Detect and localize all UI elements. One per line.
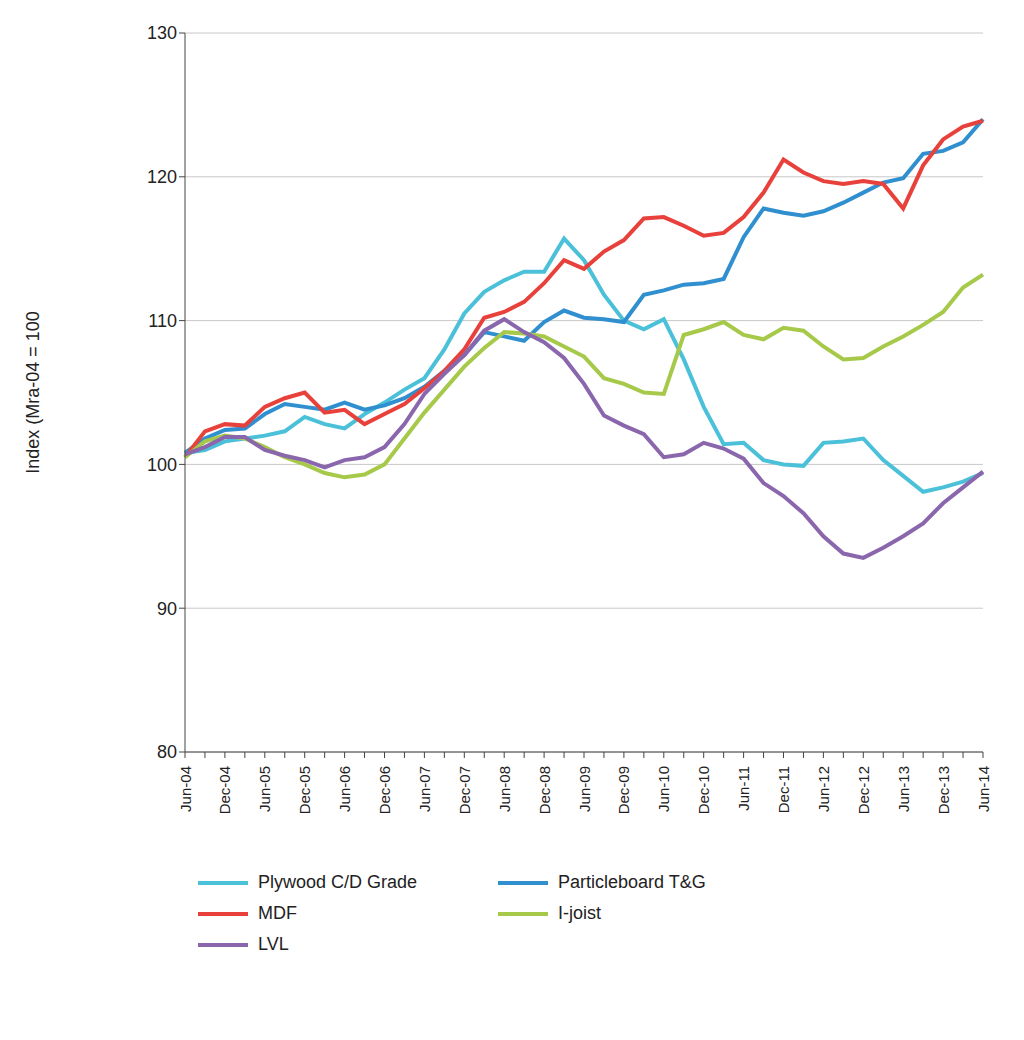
svg-text:Jun-06: Jun-06 [336, 766, 353, 812]
svg-text:130: 130 [147, 23, 177, 43]
svg-text:Index (Mra-04 = 100: Index (Mra-04 = 100 [23, 311, 43, 474]
svg-text:Jun-13: Jun-13 [895, 766, 912, 812]
svg-text:Jun-12: Jun-12 [815, 766, 832, 812]
svg-text:Jun-05: Jun-05 [256, 766, 273, 812]
svg-text:Jun-09: Jun-09 [576, 766, 593, 812]
svg-text:Dec-06: Dec-06 [376, 766, 393, 814]
html-text:LVL: LVL [258, 934, 289, 954]
svg-text:Jun-07: Jun-07 [416, 766, 433, 812]
svg-text:80: 80 [157, 742, 177, 762]
svg-text:Jun-10: Jun-10 [655, 766, 672, 812]
html-text:I-joist: I-joist [558, 903, 601, 923]
svg-text:Jun-04: Jun-04 [177, 766, 194, 812]
svg-text:Jun-14: Jun-14 [975, 766, 992, 812]
svg-text:Dec-12: Dec-12 [855, 766, 872, 814]
svg-text:100: 100 [147, 455, 177, 475]
svg-text:Dec-09: Dec-09 [615, 766, 632, 814]
svg-text:Dec-04: Dec-04 [216, 766, 233, 814]
svg-text:Dec-05: Dec-05 [296, 766, 313, 814]
svg-text:Jun-08: Jun-08 [496, 766, 513, 812]
html-text:Plywood C/D Grade: Plywood C/D Grade [258, 872, 418, 892]
svg-text:Dec-07: Dec-07 [456, 766, 473, 814]
svg-text:Dec-10: Dec-10 [695, 766, 712, 814]
svg-text:110: 110 [148, 311, 177, 331]
svg-text:120: 120 [147, 167, 177, 187]
svg-text:Jun-11: Jun-11 [735, 766, 752, 811]
svg-text:90: 90 [157, 599, 177, 619]
svg-text:Dec-11: Dec-11 [775, 766, 792, 813]
html-text:Particleboard T&G: Particleboard T&G [558, 872, 706, 892]
svg-text:Dec-08: Dec-08 [536, 766, 553, 814]
html-text:MDF: MDF [258, 903, 297, 923]
svg-text:Dec-13: Dec-13 [935, 766, 952, 814]
